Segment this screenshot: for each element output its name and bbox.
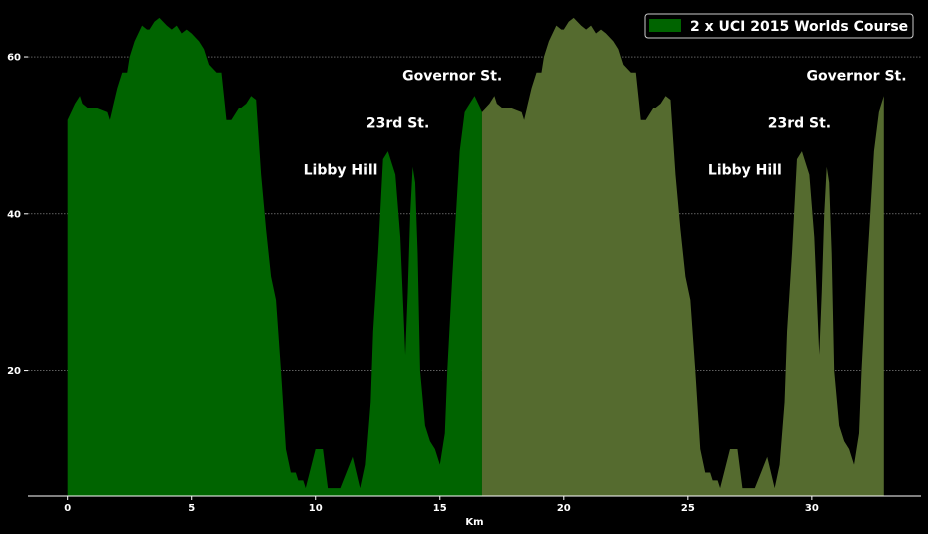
annotation-5: Governor St. — [806, 69, 906, 85]
y-axis-ticks: 20 40 60 — [7, 53, 28, 377]
y-tick-label-0: 20 — [7, 366, 21, 377]
legend-swatch — [649, 19, 681, 32]
series-areas — [67, 17, 884, 497]
legend-box — [644, 13, 914, 39]
legend[interactable]: 2 x UCI 2015 Worlds Course — [644, 13, 914, 39]
y-tick-label-1: 40 — [7, 209, 21, 220]
x-tick-label-5: 25 — [681, 503, 695, 514]
legend-label: 2 x UCI 2015 Worlds Course — [690, 19, 908, 35]
series-area-0 — [67, 17, 482, 497]
x-tick-label-0: 0 — [64, 503, 71, 514]
x-tick-label-6: 30 — [805, 503, 819, 514]
annotation-0: Libby Hill — [304, 163, 378, 179]
x-tick-label-1: 5 — [188, 503, 195, 514]
annotation-2: Governor St. — [402, 69, 502, 85]
series-area-1 — [481, 17, 884, 497]
gridlines — [28, 56, 921, 371]
x-tick-label-2: 10 — [309, 503, 323, 514]
annotation-1: 23rd St. — [366, 116, 429, 132]
annotation-3: Libby Hill — [708, 163, 782, 179]
y-tick-label-2: 60 — [7, 53, 21, 64]
x-tick-label-4: 20 — [557, 503, 571, 514]
x-tick-label-3: 15 — [433, 503, 447, 514]
annotation-4: 23rd St. — [768, 116, 831, 132]
x-axis-ticks: 0 5 10 15 20 25 30 — [64, 496, 819, 514]
x-axis-label: Km — [465, 517, 483, 528]
climb-annotations: Libby Hill 23rd St. Governor St. Libby Hill… — [304, 69, 907, 179]
